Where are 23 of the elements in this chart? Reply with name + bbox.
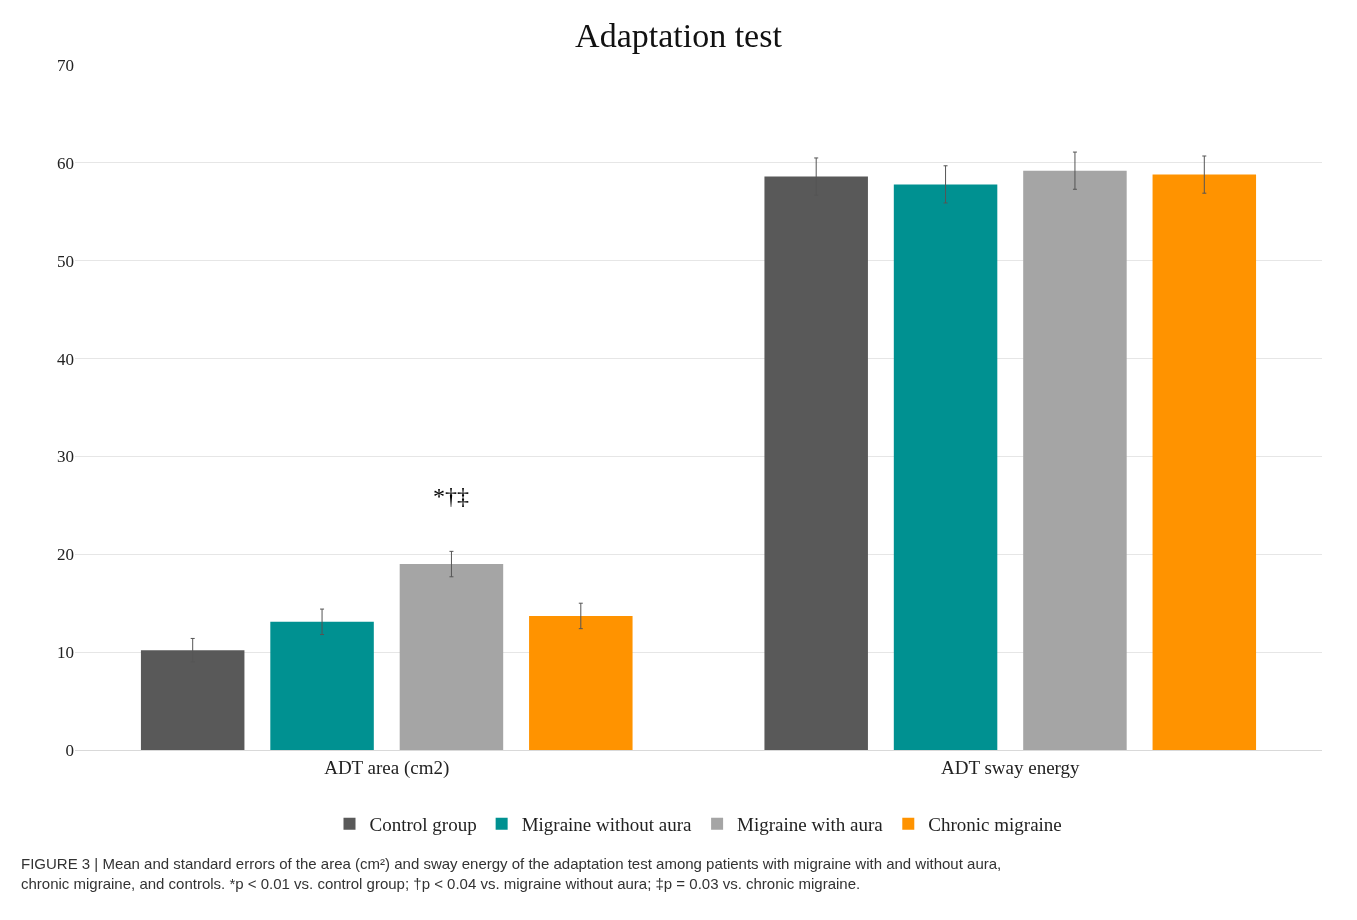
legend-label: Chronic migraine — [928, 814, 1062, 836]
bar — [1152, 174, 1257, 750]
y-tick-label: 50 — [57, 251, 74, 271]
annotation: *†‡ — [433, 483, 469, 509]
y-tick-label: 40 — [57, 349, 74, 369]
y-tick-label: 60 — [57, 153, 74, 173]
legend-label: Migraine with aura — [737, 814, 884, 836]
x-tick-label: ADT sway energy — [940, 756, 1081, 778]
y-tick-label: 30 — [57, 447, 74, 467]
bar — [1023, 170, 1127, 750]
y-tick-label: 20 — [57, 545, 74, 565]
bar — [270, 621, 374, 750]
bar — [399, 564, 504, 750]
x-tick-label: ADT area (cm2) — [324, 756, 450, 779]
bar — [893, 184, 998, 750]
legend-label: Migraine without aura — [521, 814, 693, 836]
y-tick-label: 0 — [65, 740, 74, 760]
bar — [529, 615, 633, 750]
y-tick-label: 10 — [57, 643, 74, 663]
caption: FIGURE 3 | Mean and standard errors of the area (cm²) and sway energy of the adaptation test among patients with migraine with and without aura, chronic migraine, and controls. *p < 0.01 vs. control group; †p < 0.04 vs. migraine without aura; ‡p = 0.03 vs. chronic migraine. — [21, 855, 1002, 892]
chart-title: Adaptation test — [575, 16, 783, 54]
y-tick-label: 70 — [57, 55, 74, 75]
legend-label: Control group — [369, 814, 477, 836]
